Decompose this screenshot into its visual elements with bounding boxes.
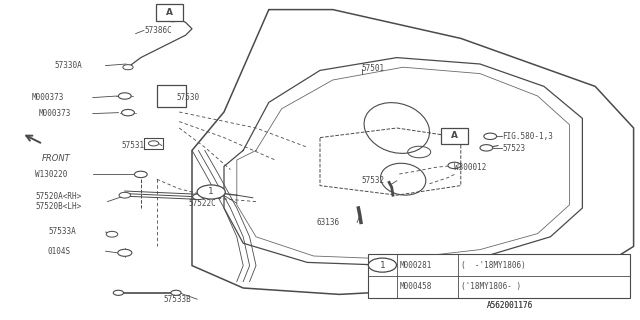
Circle shape — [197, 185, 225, 199]
Text: 57533B: 57533B — [163, 295, 191, 304]
Circle shape — [123, 65, 133, 70]
Text: 1: 1 — [209, 188, 214, 196]
Text: M000373: M000373 — [32, 93, 65, 102]
Text: 57520B<LH>: 57520B<LH> — [35, 202, 81, 211]
Text: A562001176: A562001176 — [486, 301, 532, 310]
Text: A562001176: A562001176 — [486, 301, 532, 310]
Circle shape — [448, 162, 461, 169]
Text: M000458: M000458 — [400, 282, 433, 291]
Circle shape — [168, 17, 178, 22]
Circle shape — [480, 145, 493, 151]
Text: 1: 1 — [380, 260, 385, 270]
Text: 57523: 57523 — [502, 144, 525, 153]
Text: A: A — [166, 8, 173, 17]
Text: 57520A<RH>: 57520A<RH> — [35, 192, 81, 201]
Text: 0104S: 0104S — [48, 247, 71, 256]
Circle shape — [134, 171, 147, 178]
Text: 57531: 57531 — [122, 141, 145, 150]
Text: FIG.580-1,3: FIG.580-1,3 — [502, 132, 553, 140]
Circle shape — [106, 231, 118, 237]
Text: 57522C: 57522C — [189, 199, 216, 208]
Text: 57533A: 57533A — [48, 228, 76, 236]
Circle shape — [122, 109, 134, 116]
Text: 57386C: 57386C — [144, 26, 172, 35]
Circle shape — [204, 188, 219, 196]
Text: A: A — [451, 132, 458, 140]
Text: M000281: M000281 — [400, 260, 433, 270]
Text: M000373: M000373 — [38, 109, 71, 118]
Text: 57530: 57530 — [176, 93, 199, 102]
FancyBboxPatch shape — [441, 128, 468, 144]
Text: W300012: W300012 — [454, 164, 487, 172]
Circle shape — [113, 290, 124, 295]
Text: 63136: 63136 — [317, 218, 340, 227]
Circle shape — [193, 194, 204, 200]
Circle shape — [118, 249, 132, 256]
Circle shape — [368, 258, 396, 272]
Circle shape — [148, 141, 159, 146]
Text: W130220: W130220 — [35, 170, 68, 179]
Text: (  -'18MY1806): ( -'18MY1806) — [461, 260, 525, 270]
Bar — [368, 254, 630, 298]
Text: ('18MY1806- ): ('18MY1806- ) — [461, 282, 521, 291]
Text: 57532: 57532 — [362, 176, 385, 185]
Circle shape — [118, 93, 131, 99]
FancyBboxPatch shape — [156, 4, 183, 21]
Text: 57501: 57501 — [362, 64, 385, 73]
Text: FRONT: FRONT — [42, 154, 70, 163]
Circle shape — [119, 192, 131, 198]
Text: 57330A: 57330A — [54, 61, 82, 70]
Circle shape — [484, 133, 497, 140]
Circle shape — [171, 290, 181, 295]
Bar — [157, 85, 186, 107]
